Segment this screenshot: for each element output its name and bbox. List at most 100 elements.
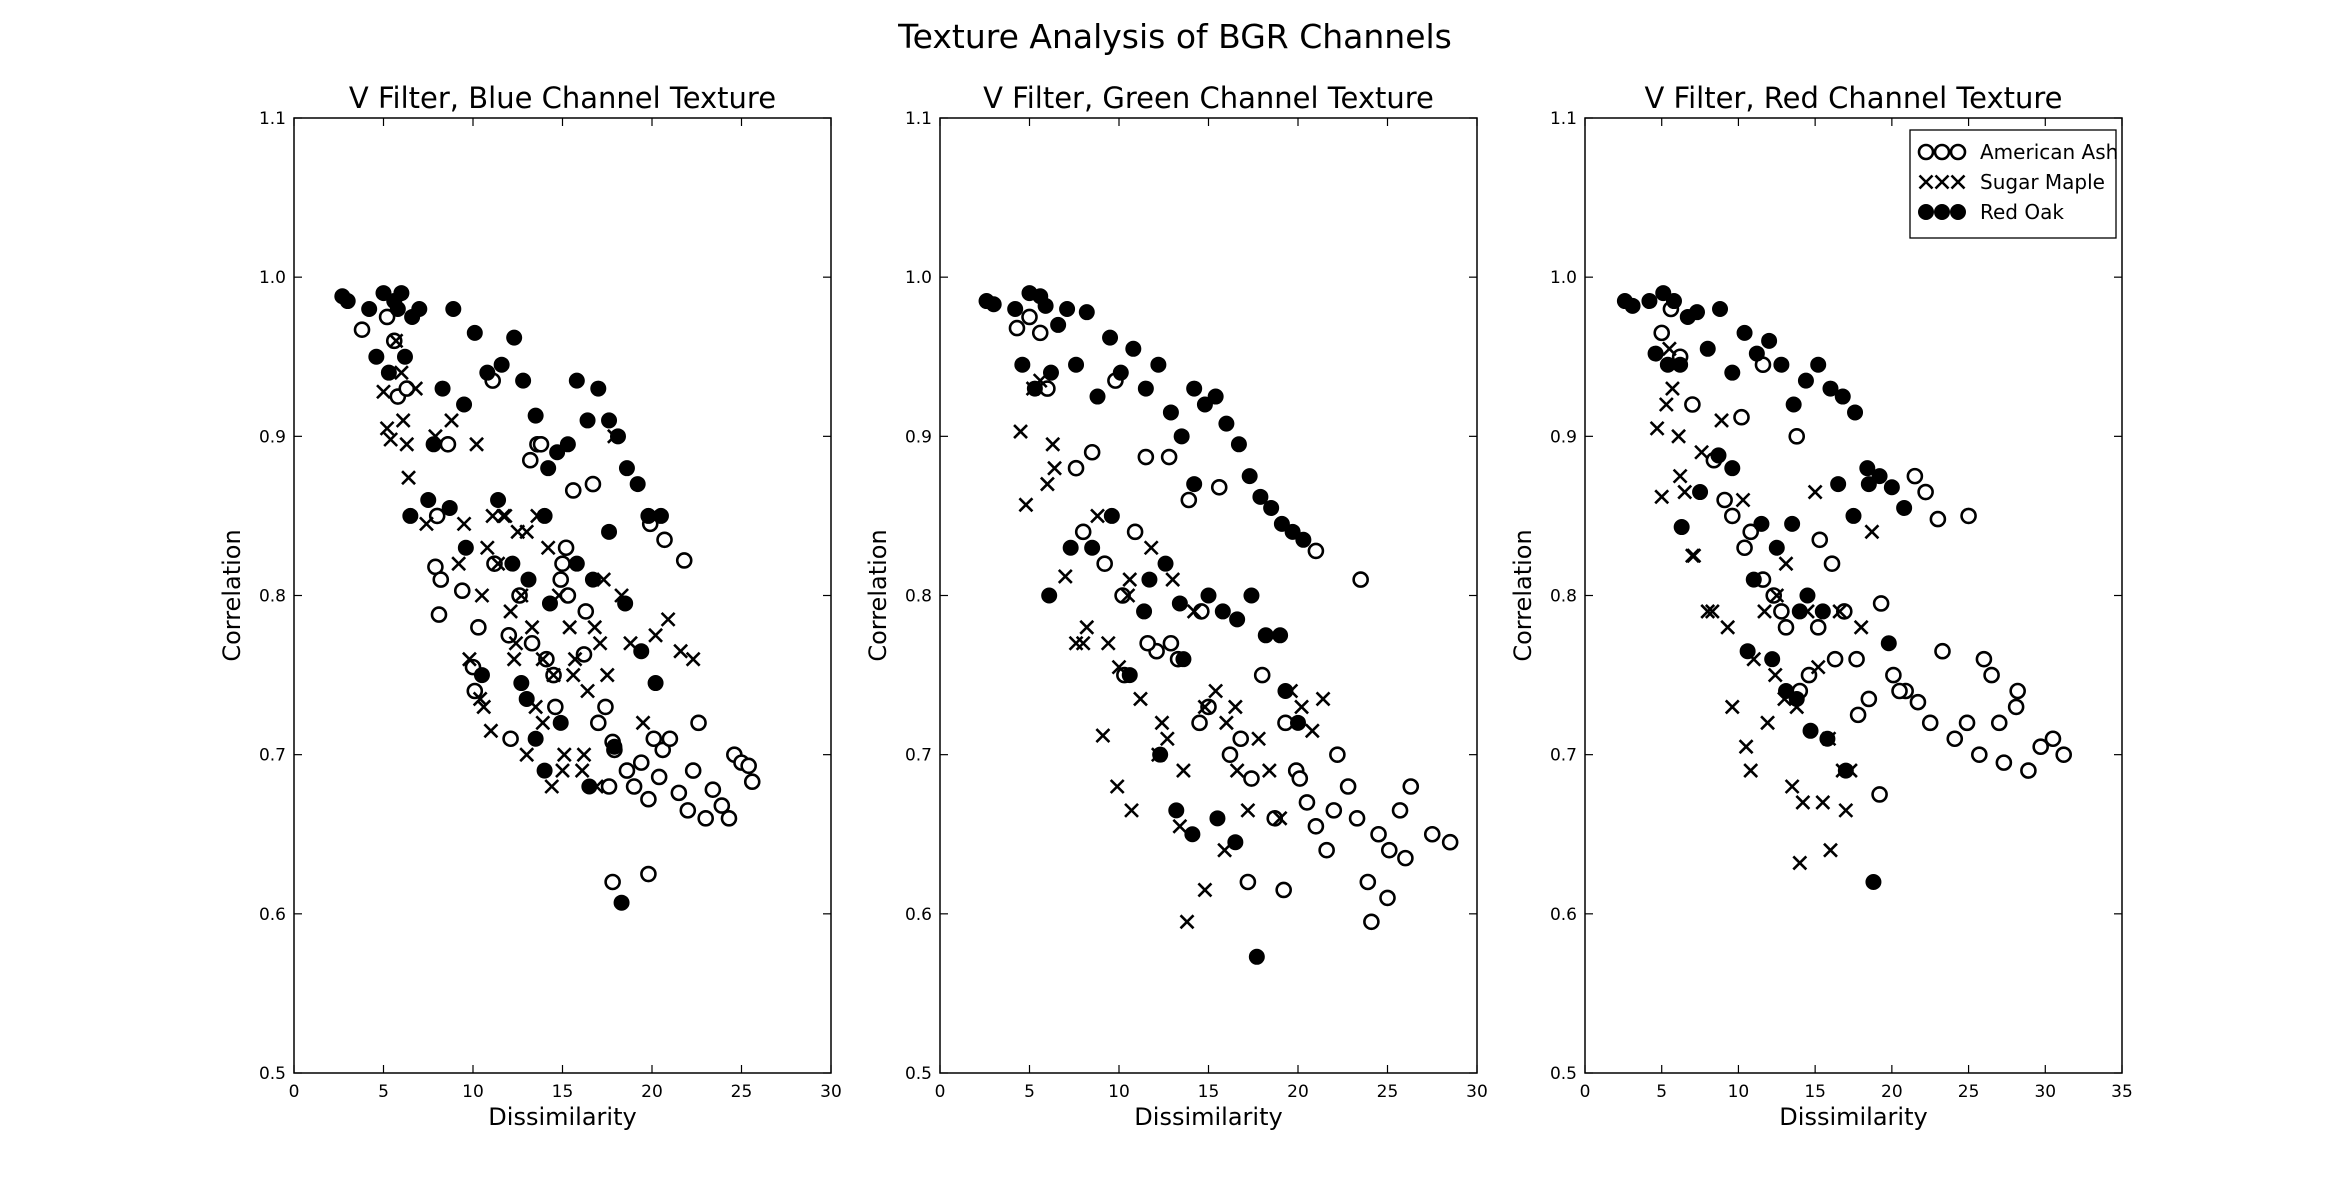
data-point	[508, 635, 524, 651]
data-point	[743, 773, 761, 791]
series-red-oak	[1616, 285, 1913, 890]
data-point	[576, 747, 592, 763]
y-tick-label: 1.0	[259, 268, 286, 288]
data-point	[1745, 571, 1762, 588]
data-point	[2007, 698, 2025, 716]
x-tick-label: 5	[1656, 1082, 1667, 1102]
data-point	[1946, 730, 1964, 748]
data-point	[1883, 479, 1900, 496]
data-point	[1083, 443, 1101, 461]
y-tick-label: 0.5	[905, 1064, 932, 1084]
data-point	[1853, 619, 1869, 635]
legend-marker	[1917, 143, 1935, 161]
data-point	[434, 380, 451, 397]
data-point	[1791, 603, 1808, 620]
data-point	[1197, 882, 1213, 898]
data-point	[2044, 730, 2062, 748]
data-point	[1712, 301, 1729, 317]
data-point	[1665, 381, 1680, 397]
data-point	[1777, 683, 1794, 699]
series-american-ash	[1653, 300, 2072, 803]
x-axis-label: Dissimilarity	[1134, 1103, 1282, 1131]
data-point	[1423, 825, 1441, 843]
data-point	[1050, 316, 1067, 333]
data-point	[656, 531, 673, 549]
data-point	[647, 675, 664, 692]
data-point	[1802, 722, 1819, 739]
y-tick-label: 0.8	[1550, 587, 1577, 607]
data-point	[1175, 651, 1192, 668]
data-point	[557, 539, 575, 557]
data-point	[632, 754, 650, 771]
data-point	[1295, 531, 1312, 548]
data-point	[640, 865, 657, 883]
data-point	[379, 420, 395, 436]
data-point	[1826, 650, 1844, 668]
data-point	[1329, 746, 1346, 763]
data-point	[1363, 913, 1380, 931]
data-point	[1165, 572, 1181, 588]
data-point	[1184, 826, 1201, 843]
data-point	[552, 571, 570, 588]
panels: V Filter, Blue Channel Texture 0 5 10 15 20 25…	[218, 81, 2133, 1131]
data-point	[577, 603, 595, 620]
data-point	[1720, 619, 1736, 635]
data-point	[575, 646, 593, 663]
data-point	[592, 635, 608, 651]
data-point	[1785, 396, 1802, 413]
panel-3: V Filter, Red Channel Texture 0 5 10 15 20 25 3…	[1509, 81, 2133, 1131]
data-point	[1784, 515, 1801, 532]
data-point	[1240, 802, 1256, 818]
data-point	[652, 507, 669, 524]
data-point	[376, 384, 391, 400]
data-point	[1241, 468, 1258, 485]
data-point	[574, 763, 590, 779]
data-point	[444, 412, 459, 428]
data-point	[565, 667, 581, 683]
data-point	[670, 784, 688, 802]
data-point	[1103, 507, 1120, 524]
data-point	[510, 524, 526, 540]
data-point	[1735, 492, 1751, 508]
legend-marker	[1950, 204, 1966, 220]
data-point	[562, 619, 578, 635]
data-point	[523, 634, 541, 652]
data-point	[697, 810, 715, 827]
data-point	[1162, 634, 1180, 652]
data-point	[1294, 699, 1309, 715]
data-point	[1764, 651, 1781, 668]
data-point	[1133, 691, 1148, 707]
data-point	[503, 603, 519, 619]
data-point	[401, 470, 416, 486]
data-point	[1788, 690, 1805, 707]
data-point	[1157, 555, 1174, 572]
y-tick-label: 0.9	[259, 427, 286, 447]
data-point	[518, 690, 535, 707]
data-point	[679, 802, 697, 819]
data-point	[1124, 802, 1139, 818]
data-point	[1847, 404, 1864, 421]
data-point	[368, 348, 385, 365]
data-point	[1788, 428, 1806, 445]
x-tick-label: 10	[1108, 1082, 1130, 1102]
data-point	[1402, 778, 1420, 795]
x-tick-label: 25	[1377, 1082, 1399, 1102]
data-point	[1121, 667, 1138, 684]
data-point	[544, 779, 560, 794]
data-point	[1677, 484, 1693, 500]
data-point	[1318, 841, 1335, 859]
data-point	[1179, 914, 1195, 930]
y-tick-label: 0.6	[1550, 905, 1577, 925]
x-axis-label: Dissimilarity	[1779, 1103, 1927, 1131]
data-point	[1139, 634, 1156, 652]
data-point	[1122, 572, 1138, 588]
data-point	[339, 293, 356, 310]
data-point	[540, 540, 556, 556]
data-point	[1891, 682, 1908, 700]
data-point	[1059, 301, 1076, 317]
data-point	[1159, 731, 1175, 747]
data-point	[1971, 746, 1988, 763]
data-point	[629, 476, 646, 493]
data-point	[1736, 539, 1753, 557]
